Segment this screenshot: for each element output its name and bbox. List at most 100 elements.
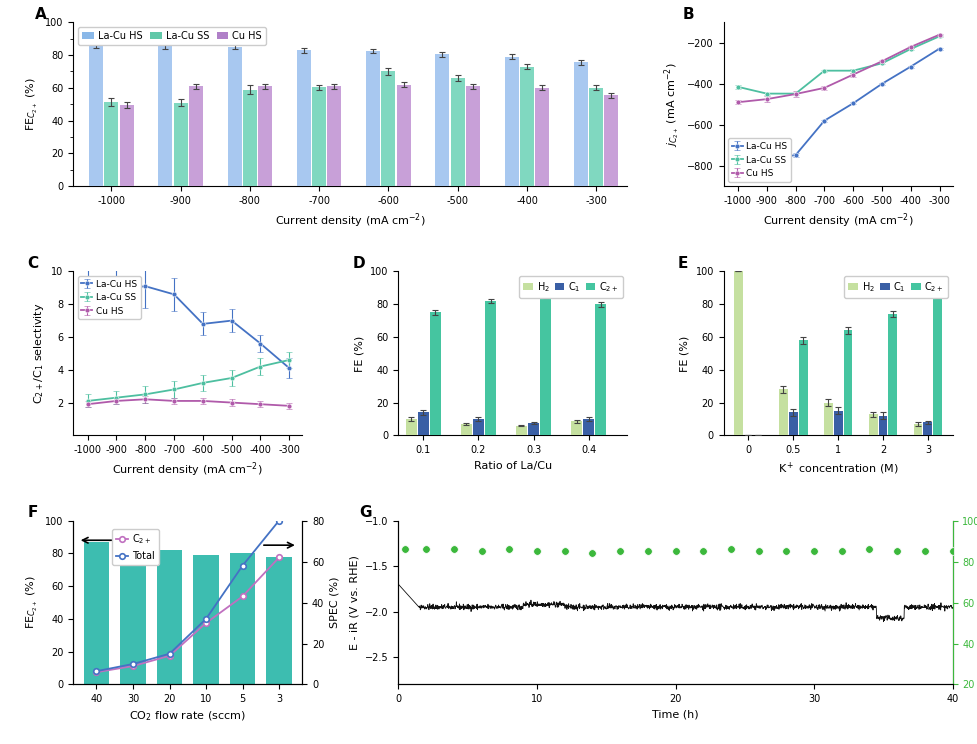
X-axis label: Current density (mA cm$^{-2}$): Current density (mA cm$^{-2}$): [275, 211, 426, 230]
Bar: [595, 304, 607, 435]
Bar: [574, 62, 588, 186]
Point: [501, 543, 517, 555]
Bar: [430, 312, 441, 435]
Bar: [734, 272, 743, 435]
Bar: [228, 47, 241, 186]
Bar: [397, 85, 410, 186]
Bar: [833, 411, 842, 435]
Point: [696, 545, 711, 557]
X-axis label: Current density (mA cm$^{-2}$): Current density (mA cm$^{-2}$): [112, 461, 263, 479]
Bar: [798, 340, 808, 435]
Text: D: D: [353, 256, 365, 271]
Total: [127, 659, 139, 668]
Total: [274, 516, 285, 525]
Point: [474, 545, 489, 557]
C$_{2+}$: [200, 618, 212, 627]
Bar: [193, 555, 219, 684]
Bar: [267, 557, 292, 684]
Text: G: G: [360, 505, 372, 520]
Text: F: F: [27, 505, 38, 520]
Text: E: E: [678, 256, 688, 271]
Bar: [436, 54, 449, 186]
Text: A: A: [34, 7, 46, 22]
Bar: [156, 550, 183, 684]
X-axis label: Time (h): Time (h): [653, 710, 699, 719]
Point: [667, 545, 683, 557]
Point: [530, 545, 545, 557]
C$_{2+}$: [274, 553, 285, 562]
Bar: [572, 421, 582, 435]
Bar: [381, 71, 396, 186]
Point: [557, 545, 573, 557]
Bar: [540, 296, 551, 435]
Bar: [297, 50, 311, 186]
Bar: [243, 89, 257, 186]
Total: [236, 561, 248, 570]
Bar: [605, 95, 618, 186]
Point: [398, 543, 413, 555]
Bar: [174, 103, 188, 186]
Bar: [878, 416, 887, 435]
Total: [163, 650, 175, 658]
Bar: [583, 419, 594, 435]
Bar: [84, 542, 109, 684]
Legend: La-Cu HS, La-Cu SS, Cu HS: La-Cu HS, La-Cu SS, Cu HS: [728, 138, 791, 182]
Bar: [466, 86, 480, 186]
Point: [418, 543, 434, 555]
Bar: [366, 51, 380, 186]
X-axis label: K$^+$ concentration (M): K$^+$ concentration (M): [778, 461, 899, 477]
Y-axis label: E - iR (V vs. RHE): E - iR (V vs. RHE): [350, 555, 360, 650]
Bar: [913, 424, 922, 435]
X-axis label: CO$_2$ flow rate (sccm): CO$_2$ flow rate (sccm): [129, 710, 246, 723]
Point: [945, 545, 960, 557]
Point: [584, 548, 600, 559]
Point: [889, 545, 905, 557]
Bar: [520, 66, 534, 186]
Point: [779, 545, 794, 557]
Bar: [505, 57, 519, 186]
Bar: [486, 301, 496, 435]
Y-axis label: $j_{C_{2+}}$ (mA cm$^{-2}$): $j_{C_{2+}}$ (mA cm$^{-2}$): [662, 62, 682, 147]
Y-axis label: C$_{2+}$/C$_1$ selectivity: C$_{2+}$/C$_1$ selectivity: [31, 303, 46, 404]
C$_{2+}$: [236, 592, 248, 601]
Bar: [405, 419, 416, 435]
Y-axis label: FE (%): FE (%): [355, 336, 364, 371]
Bar: [119, 105, 134, 186]
Y-axis label: FE$_{C_{2+}}$ (%): FE$_{C_{2+}}$ (%): [24, 576, 40, 629]
Point: [834, 545, 850, 557]
Bar: [418, 412, 429, 435]
C$_{2+}$: [127, 661, 139, 670]
Bar: [461, 424, 472, 435]
Point: [446, 543, 462, 555]
Legend: H$_2$, C$_1$, C$_{2+}$: H$_2$, C$_1$, C$_{2+}$: [520, 276, 622, 298]
Point: [613, 545, 628, 557]
Bar: [516, 426, 527, 435]
Bar: [824, 403, 832, 435]
Point: [640, 545, 656, 557]
Y-axis label: FE$_{C_{2+}}$ (%): FE$_{C_{2+}}$ (%): [24, 77, 40, 131]
Bar: [158, 46, 172, 186]
Line: C$_{2+}$: C$_{2+}$: [94, 555, 281, 675]
Text: B: B: [682, 7, 694, 22]
Legend: La-Cu HS, La-Cu SS, Cu HS: La-Cu HS, La-Cu SS, Cu HS: [78, 276, 141, 319]
Bar: [313, 87, 326, 186]
Bar: [779, 389, 787, 435]
Bar: [869, 414, 877, 435]
Bar: [473, 419, 484, 435]
Y-axis label: SPEC (%): SPEC (%): [330, 577, 340, 628]
C$_{2+}$: [91, 667, 103, 676]
Bar: [105, 102, 118, 186]
Bar: [450, 78, 465, 186]
Line: Total: Total: [94, 518, 281, 674]
Total: [200, 615, 212, 623]
Point: [806, 545, 822, 557]
Bar: [89, 45, 104, 186]
Bar: [230, 554, 255, 684]
X-axis label: Ratio of La/Cu: Ratio of La/Cu: [474, 461, 552, 471]
Point: [723, 543, 739, 555]
Bar: [120, 547, 146, 684]
Bar: [535, 88, 549, 186]
Total: [91, 667, 103, 676]
Bar: [327, 86, 341, 186]
Legend: C$_{2+}$, Total: C$_{2+}$, Total: [112, 529, 158, 565]
